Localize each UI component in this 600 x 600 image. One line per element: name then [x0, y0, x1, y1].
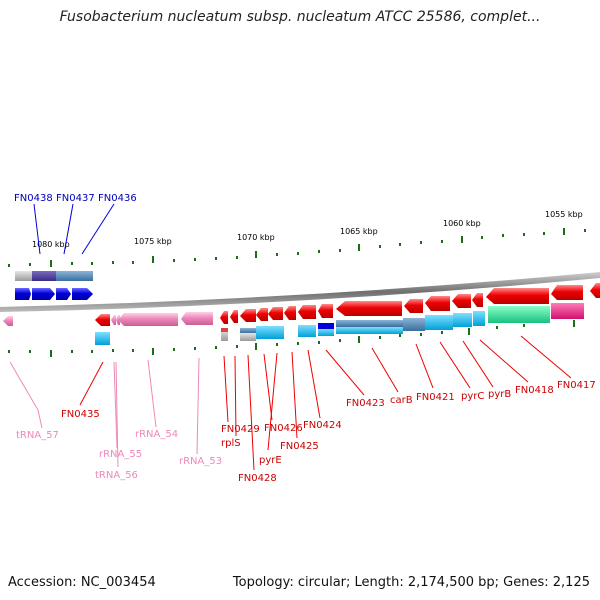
rna-label: rRNA_55: [99, 449, 142, 460]
gene-fn0426: [256, 308, 268, 321]
scale-label: 1065 kbp: [340, 227, 378, 236]
gene-label: FN0428: [238, 473, 277, 484]
gene-fn0436-b: [72, 288, 93, 300]
gene-carb: [336, 301, 402, 316]
reverse-cog-track: [95, 303, 584, 345]
topology-summary: Topology: circular; Length: 2,174,500 bp…: [232, 575, 590, 590]
scale-label: 1060 kbp: [443, 219, 481, 228]
gene-rpls: [230, 310, 238, 323]
genome-backbone: [0, 272, 600, 312]
gene-label: FN0418: [515, 385, 554, 396]
gene-fn0415: [590, 283, 600, 298]
rna-label: rRNA_53: [179, 456, 222, 467]
gene-fn0428: [240, 309, 256, 322]
gene-fn0421: [404, 299, 423, 313]
outer-tick-ring: [8, 228, 586, 267]
rrna-55: [111, 315, 116, 325]
gene-label: pyrB: [488, 389, 511, 400]
gene-label: FN0435: [61, 409, 100, 420]
gene-fn0437: [32, 288, 55, 300]
top-gene-labels: FN0438 FN0437 FN0436: [14, 193, 137, 255]
scale-label: 1075 kbp: [134, 237, 172, 246]
inner-tick-ring: [8, 320, 575, 357]
gene-label: carB: [390, 395, 413, 406]
bottom-leader-lines: [9, 335, 572, 471]
gene-fn0416: [551, 285, 583, 300]
gene-label: FN0421: [416, 392, 455, 403]
gene-label: FN0425: [280, 441, 319, 452]
gene-fn0424b: [318, 304, 333, 318]
gene-label: rplS: [221, 438, 241, 449]
gene-fn0429: [220, 311, 228, 324]
gene-pyrc: [425, 296, 450, 311]
gene-fn0436-a: [56, 288, 71, 300]
rna-label: rRNA_54: [135, 429, 178, 440]
scale-label: 1055 kbp: [545, 210, 583, 219]
gene-pyre: [268, 307, 283, 320]
gene-label: FN0437: [56, 193, 95, 204]
gene-label: FN0424: [303, 420, 342, 431]
gene-fn0418: [472, 293, 483, 307]
gene-label: FN0423: [346, 398, 385, 409]
rrna-54: [118, 313, 178, 326]
rna-label: tRNA_56: [95, 470, 138, 481]
bottom-labels: tRNA_57 FN0435 rRNA_55 tRNA_56 rRNA_54 r…: [16, 380, 596, 484]
gene-label: pyrC: [461, 391, 484, 402]
gene-fn0425: [284, 306, 296, 320]
gene-label: FN0426: [264, 423, 303, 434]
rna-label: tRNA_57: [16, 430, 59, 441]
reverse-genes[interactable]: [3, 283, 600, 326]
scale-labels: 1080 kbp 1075 kbp 1070 kbp 1065 kbp 1060…: [32, 210, 583, 249]
gene-fn0438: [15, 288, 31, 300]
forward-cog-track: [15, 271, 93, 281]
gene-label: FN0438: [14, 193, 53, 204]
gene-label: pyrE: [259, 455, 282, 466]
rrna-53: [181, 312, 213, 325]
trna-57: [3, 316, 13, 326]
gene-fn0417: [486, 288, 549, 304]
forward-genes[interactable]: [15, 288, 93, 300]
page-title: Fusobacterium nucleatum subsp. nucleatum…: [59, 9, 541, 25]
gene-fn0435: [95, 314, 110, 326]
accession-text: Accession: NC_003454: [8, 575, 156, 590]
gene-label: FN0436: [98, 193, 137, 204]
gene-label: FN0417: [557, 380, 596, 391]
gene-fn0424: [298, 305, 316, 319]
scale-label: 1080 kbp: [32, 240, 70, 249]
scale-label: 1070 kbp: [237, 233, 275, 242]
gene-label: FN0429: [221, 424, 260, 435]
gene-pyrb: [452, 294, 471, 308]
